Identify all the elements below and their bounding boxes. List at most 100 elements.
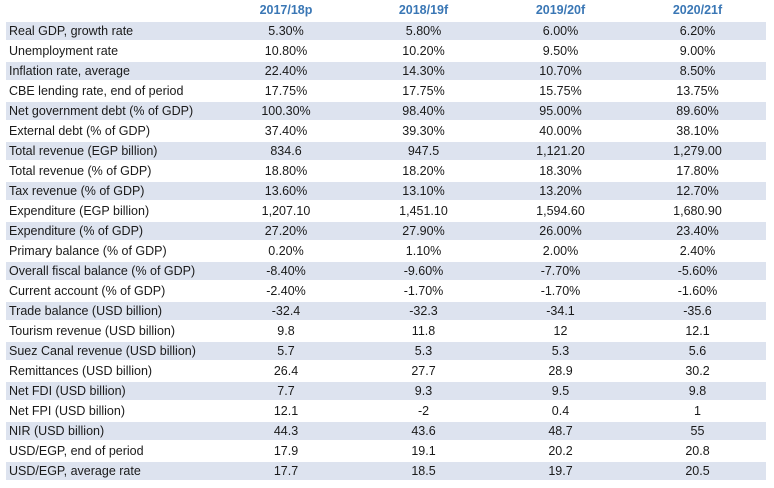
table-cell: 17.75% (217, 82, 355, 102)
table-cell: -8.40% (217, 262, 355, 282)
table-cell: -2 (355, 402, 492, 422)
table-row: Total revenue (% of GDP) 18.80% 18.20% 18.3… (6, 162, 766, 182)
row-label: Tax revenue (% of GDP) (6, 182, 217, 202)
table-cell: -32.3 (355, 302, 492, 322)
table-cell: -1.70% (492, 282, 629, 302)
table-cell: 13.20% (492, 182, 629, 202)
table-row: Expenditure (% of GDP) 27.20% 27.90% 26.00%… (6, 222, 766, 242)
column-header: 2018/19f (355, 0, 492, 22)
table-cell: 1,207.10 (217, 202, 355, 222)
table-cell: -7.70% (492, 262, 629, 282)
column-header: 2019/20f (492, 0, 629, 22)
table-row: Inflation rate, average 22.40% 14.30% 10.70… (6, 62, 766, 82)
table-cell: 17.7 (217, 462, 355, 482)
table-cell: 19.1 (355, 442, 492, 462)
table-cell: 947.5 (355, 142, 492, 162)
table-cell: 48.7 (492, 422, 629, 442)
table-cell: 44.3 (217, 422, 355, 442)
column-header-indicator (6, 0, 217, 22)
row-label: Net FDI (USD billion) (6, 382, 217, 402)
table-cell: 27.90% (355, 222, 492, 242)
table-cell: 18.5 (355, 462, 492, 482)
table-cell: -2.40% (217, 282, 355, 302)
table-row: Primary balance (% of GDP) 0.20% 1.10% 2.00… (6, 242, 766, 262)
table-cell: -32.4 (217, 302, 355, 322)
table-row: Trade balance (USD billion) -32.4 -32.3 -34… (6, 302, 766, 322)
table-cell: 9.8 (629, 382, 766, 402)
table-cell: 5.80% (355, 22, 492, 42)
row-label: Net government debt (% of GDP) (6, 102, 217, 122)
row-label: Suez Canal revenue (USD billion) (6, 342, 217, 362)
table-cell: 13.10% (355, 182, 492, 202)
table-cell: 6.00% (492, 22, 629, 42)
table-row: Net FDI (USD billion) 7.7 9.3 9.5 9.8 (6, 382, 766, 402)
table-row: External debt (% of GDP) 37.40% 39.30% 40.0… (6, 122, 766, 142)
table-cell: 20.5 (629, 462, 766, 482)
table-cell: 13.75% (629, 82, 766, 102)
row-label: Expenditure (% of GDP) (6, 222, 217, 242)
row-label: Inflation rate, average (6, 62, 217, 82)
table-cell: 98.40% (355, 102, 492, 122)
table-cell: 8.50% (629, 62, 766, 82)
row-label: Trade balance (USD billion) (6, 302, 217, 322)
table-cell: 0.4 (492, 402, 629, 422)
table-cell: 14.30% (355, 62, 492, 82)
row-label: NIR (USD billion) (6, 422, 217, 442)
row-label: Total revenue (% of GDP) (6, 162, 217, 182)
table-cell: 43.6 (355, 422, 492, 442)
table-cell: 27.20% (217, 222, 355, 242)
table-row: USD/EGP, average rate 17.7 18.5 19.7 20.5 (6, 462, 766, 482)
row-label: Unemployment rate (6, 42, 217, 62)
table-row: Remittances (USD billion) 26.4 27.7 28.9 30.… (6, 362, 766, 382)
table-cell: 12.1 (629, 322, 766, 342)
table-row: Unemployment rate 10.80% 10.20% 9.50% 9.00% (6, 42, 766, 62)
table-cell: -1.70% (355, 282, 492, 302)
table-cell: 89.60% (629, 102, 766, 122)
table-row: Real GDP, growth rate 5.30% 5.80% 6.00% 6.20… (6, 22, 766, 42)
header-row: 2017/18p 2018/19f 2019/20f 2020/21f (6, 0, 766, 22)
table-cell: 18.20% (355, 162, 492, 182)
column-header: 2020/21f (629, 0, 766, 22)
table-cell: 1.10% (355, 242, 492, 262)
table-row: Tourism revenue (USD billion) 9.8 11.8 12 12… (6, 322, 766, 342)
table-row: Overall fiscal balance (% of GDP) -8.40% -… (6, 262, 766, 282)
table-cell: 17.80% (629, 162, 766, 182)
table-cell: 10.20% (355, 42, 492, 62)
row-label: Remittances (USD billion) (6, 362, 217, 382)
table-cell: 9.8 (217, 322, 355, 342)
table-cell: 22.40% (217, 62, 355, 82)
table-row: NIR (USD billion) 44.3 43.6 48.7 55 (6, 422, 766, 442)
table-cell: 10.70% (492, 62, 629, 82)
table-cell: 20.8 (629, 442, 766, 462)
table-cell: 38.10% (629, 122, 766, 142)
economic-indicators-table: 2017/18p 2018/19f 2019/20f 2020/21f Real… (6, 0, 766, 482)
table-cell: 5.7 (217, 342, 355, 362)
table-cell: 18.30% (492, 162, 629, 182)
row-label: Primary balance (% of GDP) (6, 242, 217, 262)
table-cell: -34.1 (492, 302, 629, 322)
table-cell: 27.7 (355, 362, 492, 382)
table-cell: 2.40% (629, 242, 766, 262)
table-cell: 26.00% (492, 222, 629, 242)
table-cell: 2.00% (492, 242, 629, 262)
table-cell: 100.30% (217, 102, 355, 122)
table-cell: 6.20% (629, 22, 766, 42)
row-label: USD/EGP, end of period (6, 442, 217, 462)
row-label: Net FPI (USD billion) (6, 402, 217, 422)
table-cell: 12 (492, 322, 629, 342)
table-cell: -9.60% (355, 262, 492, 282)
table-cell: 17.9 (217, 442, 355, 462)
table-cell: 95.00% (492, 102, 629, 122)
table-cell: 30.2 (629, 362, 766, 382)
row-label: Overall fiscal balance (% of GDP) (6, 262, 217, 282)
row-label: External debt (% of GDP) (6, 122, 217, 142)
table-cell: -35.6 (629, 302, 766, 322)
row-label: Real GDP, growth rate (6, 22, 217, 42)
table-row: Net government debt (% of GDP) 100.30% 98.… (6, 102, 766, 122)
table-cell: -5.60% (629, 262, 766, 282)
row-label: Current account (% of GDP) (6, 282, 217, 302)
table-row: Total revenue (EGP billion) 834.6 947.5 1,1… (6, 142, 766, 162)
table-cell: 1,451.10 (355, 202, 492, 222)
table-cell: 9.5 (492, 382, 629, 402)
table-row: Current account (% of GDP) -2.40% -1.70% -1… (6, 282, 766, 302)
